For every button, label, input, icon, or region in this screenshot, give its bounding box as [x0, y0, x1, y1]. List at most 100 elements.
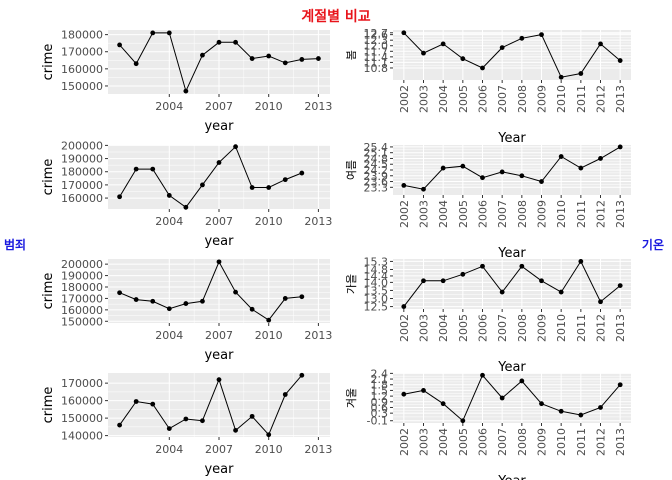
- data-point: [539, 278, 544, 284]
- data-point: [133, 399, 139, 404]
- x-tick-label: 2007: [205, 215, 233, 228]
- y-tick-label: 11.4: [364, 51, 389, 64]
- x-tick-label: 2011: [575, 85, 588, 113]
- data-point: [150, 166, 156, 172]
- x-tick-label: 2003: [417, 200, 430, 228]
- chart-panel-4: 23.323.623.924.224.524.825.125.4 2002 2003…: [345, 141, 631, 261]
- data-point: [499, 169, 505, 175]
- x-tick-label: 2013: [304, 443, 332, 456]
- y-tick-label: -0.1: [367, 415, 388, 428]
- y-tick-label: 0.3: [371, 407, 389, 420]
- x-tick-label: 2007: [496, 314, 509, 342]
- x-tick-label: 2004: [437, 200, 450, 228]
- data-point: [401, 391, 407, 397]
- y-tick-label: 12.3: [364, 34, 389, 47]
- data-point: [499, 395, 505, 401]
- data-point: [519, 173, 525, 179]
- x-tick-label: 2004: [437, 428, 450, 456]
- data-point: [499, 289, 505, 295]
- y-tick-label: 160000: [61, 304, 103, 317]
- temperature-group-label: 기온: [641, 238, 664, 252]
- data-point: [539, 401, 544, 407]
- data-point: [617, 283, 623, 289]
- plot-background: [393, 30, 631, 80]
- x-tick-label: 2004: [437, 314, 450, 342]
- x-tick-label: 2003: [417, 314, 430, 342]
- data-point: [117, 422, 122, 428]
- y-tick-label: 150000: [61, 315, 103, 328]
- data-point: [299, 170, 305, 176]
- series-line: [119, 260, 302, 321]
- x-tick-label: 2010: [555, 200, 568, 228]
- y-tick-label: 11.1: [364, 56, 389, 69]
- x-tick-label: 2005: [457, 314, 470, 342]
- y-tick-label: 11.7: [364, 45, 389, 58]
- data-point: [440, 41, 446, 47]
- y-tick-label: 23.6: [364, 176, 389, 189]
- data-point: [617, 58, 623, 63]
- y-tick-label: 170000: [61, 292, 103, 305]
- y-tick-label: 140000: [61, 430, 103, 443]
- y-tick-label: 2.1: [371, 373, 389, 386]
- data-point: [200, 418, 205, 424]
- x-tick-label: 2004: [155, 100, 183, 113]
- x-axis-title: year: [204, 348, 234, 363]
- x-tick-label: 2010: [255, 443, 283, 456]
- data-point: [233, 39, 238, 45]
- data-point: [133, 297, 139, 302]
- y-tick-label: 200000: [61, 139, 103, 152]
- data-point: [558, 74, 564, 80]
- data-point: [598, 156, 603, 161]
- data-point: [598, 405, 603, 410]
- data-point: [558, 289, 564, 295]
- series-line: [403, 374, 621, 422]
- y-tick-label: 180000: [61, 281, 103, 294]
- data-point: [558, 408, 564, 414]
- chart-panel-8: -0.10.30.60.91.21.51.82.12.4 2002 2003 2004…: [345, 367, 631, 480]
- y-tick-label: 15.3: [364, 255, 389, 268]
- data-point: [183, 301, 189, 306]
- y-axis-title: 겨울: [345, 388, 358, 408]
- y-axis-title: crime: [41, 387, 56, 424]
- figure-title: 계절별 비교: [301, 9, 371, 25]
- x-tick-label: 2003: [417, 428, 430, 456]
- chart-panel-1: 150000 160000 170000 180000 2004 2007 2010 2013…: [41, 29, 332, 134]
- x-tick-label: 2002: [398, 200, 411, 228]
- x-tick-label: 2010: [255, 329, 283, 342]
- data-point: [299, 294, 305, 300]
- data-point: [266, 317, 272, 323]
- data-point: [183, 204, 189, 210]
- y-tick-label: 25.1: [364, 147, 389, 160]
- data-point: [578, 412, 584, 418]
- data-point: [216, 160, 222, 165]
- y-tick-label: 1.5: [371, 384, 389, 397]
- data-point: [200, 52, 205, 58]
- x-tick-label: 2002: [398, 314, 411, 342]
- x-tick-label: 2011: [575, 314, 588, 342]
- data-point: [316, 56, 321, 61]
- series-line: [119, 145, 302, 208]
- y-tick-label: 13.5: [364, 284, 389, 297]
- y-tick-label: 23.3: [364, 181, 389, 194]
- x-tick-label: 2010: [555, 85, 568, 113]
- x-tick-label: 2007: [496, 85, 509, 113]
- x-axis-title: year: [204, 462, 234, 477]
- data-point: [598, 299, 603, 305]
- series-line: [403, 146, 621, 190]
- x-tick-label: 2007: [205, 100, 233, 113]
- data-point: [401, 30, 407, 36]
- x-tick-label: 2013: [304, 329, 332, 342]
- data-point: [617, 382, 623, 388]
- data-point: [249, 185, 255, 190]
- x-axis-title: Year: [497, 360, 526, 375]
- y-tick-label: 14.4: [364, 270, 389, 283]
- x-tick-label: 2010: [555, 314, 568, 342]
- data-point: [460, 56, 466, 62]
- x-tick-label: 2011: [575, 200, 588, 228]
- x-tick-label: 2003: [417, 85, 430, 113]
- data-point: [440, 401, 446, 407]
- data-point: [282, 392, 288, 397]
- data-point: [558, 154, 564, 159]
- y-tick-label: 12.5: [364, 301, 389, 314]
- data-point: [578, 71, 584, 76]
